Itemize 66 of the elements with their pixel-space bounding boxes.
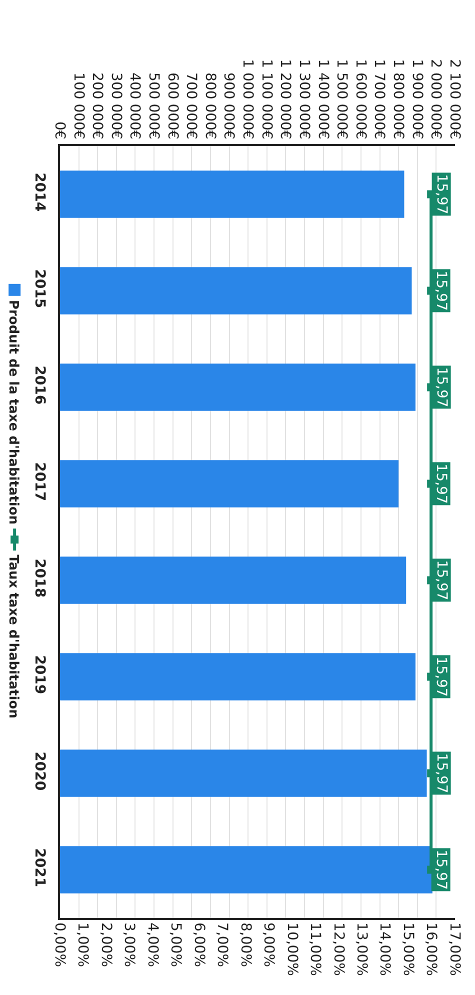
x2-tick-label: 5,00% — [168, 922, 184, 968]
bar — [60, 170, 404, 218]
data-label: 15,97 — [432, 850, 449, 890]
bar — [60, 267, 412, 314]
y-tick-label: 2020 — [31, 752, 48, 791]
x2-tick-label: 2,00% — [98, 922, 114, 968]
data-label: 15,97 — [433, 174, 450, 214]
data-label: 15,97 — [432, 656, 449, 697]
x2-tick-label: 8,00% — [237, 922, 254, 968]
x-tick-label: 400 000€ — [126, 72, 143, 140]
x-tick-label: 600 000€ — [164, 72, 180, 140]
x-tick-label: 1 900 000€ — [408, 59, 425, 140]
x-tick-label: 1 500 000€ — [334, 59, 350, 140]
x-tick-label: 1 300 000€ — [296, 59, 312, 140]
x-tick-label: 300 000€ — [108, 72, 124, 140]
x2-tick-label: 16,00% — [423, 922, 440, 976]
y-tick-label: 2015 — [31, 269, 48, 308]
bar — [60, 750, 427, 797]
x-tick-label: 1 800 000€ — [390, 59, 406, 140]
y-tick-label: 2018 — [31, 558, 48, 598]
x-tick-label: 1 200 000€ — [277, 59, 294, 140]
y-tick-label: 2021 — [31, 848, 48, 888]
x2-tick-label: 14,00% — [376, 922, 393, 976]
y-tick-label: 2016 — [31, 366, 48, 405]
bar — [60, 846, 432, 894]
x-tick-label: 200 000€ — [89, 72, 106, 140]
legend-label: Produit de la taxe d'habitation — [6, 300, 20, 525]
x-tick-label: 2 000 000€ — [428, 59, 444, 140]
x-tick-label: 1 600 000€ — [352, 59, 368, 140]
data-label: 15,97 — [433, 560, 450, 600]
x2-tick-label: 11,00% — [307, 922, 324, 976]
bar — [60, 653, 416, 700]
x2-tick-label: 4,00% — [144, 922, 160, 968]
bar — [60, 364, 416, 411]
x-tick-label: 2 100 000€ — [446, 59, 462, 140]
x2-tick-label: 13,00% — [354, 922, 370, 976]
data-label: 15,97 — [432, 270, 449, 311]
data-label: 15,97 — [433, 367, 450, 408]
y-tick-label: 2014 — [31, 172, 48, 212]
x-tick-label: 1 400 000€ — [314, 59, 331, 140]
x2-tick-label: 3,00% — [121, 922, 138, 968]
data-label: 15,97 — [433, 753, 450, 794]
x2-tick-label: 10,00% — [284, 922, 300, 976]
x2-tick-label: 7,00% — [214, 922, 230, 968]
legend-label: Taux taxe d'habitation — [6, 554, 20, 718]
bar — [60, 556, 406, 604]
x2-tick-label: 6,00% — [190, 922, 207, 968]
x-tick-label: 500 000€ — [146, 72, 162, 140]
x-tick-label: 800 000€ — [202, 72, 218, 140]
x-tick-label: 700 000€ — [183, 72, 200, 140]
x2-tick-label: 17,00% — [446, 922, 462, 976]
x-tick-label: 1 000 000€ — [240, 59, 256, 140]
x-tick-label: 900 000€ — [220, 72, 237, 140]
bar — [60, 460, 399, 508]
x2-tick-label: 15,00% — [400, 922, 416, 976]
x-tick-label: 1 100 000€ — [258, 59, 274, 140]
x2-tick-label: 9,00% — [260, 922, 277, 968]
x2-tick-label: 12,00% — [330, 922, 346, 976]
x-tick-label: 0€ — [51, 122, 68, 140]
x-tick-label: 100 000€ — [70, 72, 86, 140]
y-tick-label: 2019 — [31, 655, 48, 694]
x2-tick-label: 0,00% — [51, 922, 68, 968]
data-label: 15,97 — [432, 464, 449, 504]
y-tick-label: 2017 — [31, 462, 48, 502]
x-tick-label: 1 700 000€ — [371, 59, 388, 140]
x2-tick-label: 1,00% — [74, 922, 91, 968]
